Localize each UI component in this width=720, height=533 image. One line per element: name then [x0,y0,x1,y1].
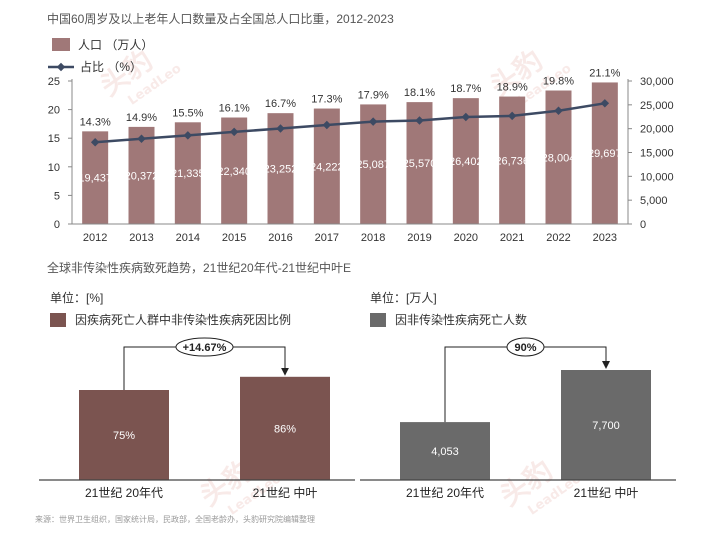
line-value-label: 14.9% [126,112,157,124]
y-right-tick-label: 5,000 [640,195,668,207]
legend-line: 占比 （%） [47,58,142,75]
x-tick-label: 2012 [83,232,107,244]
x-tick-label: 2021 [500,232,524,244]
bar-value-label: 4,053 [431,446,459,458]
bar-value-label: 75% [113,430,135,442]
line-value-label: 18.1% [404,87,435,99]
y-right-tick-label: 10,000 [640,171,674,183]
line-point [90,137,100,147]
x-tick-label: 2022 [546,232,570,244]
bar-value-label: 7,700 [592,420,620,432]
x-tick-label: 2016 [268,232,292,244]
line-value-label: 18.7% [450,83,481,95]
right-legend: 因非传染性疾病死亡人数 [370,311,527,328]
right-legend-label: 因非传染性疾病死亡人数 [395,313,528,327]
line-point [322,120,332,130]
line-value-label: 14.3% [80,116,111,128]
x-tick-label: 2014 [176,232,200,244]
bar-value-label: 25,570 [403,158,437,170]
top-chart-title: 中国60周岁及以上老年人口数量及占全国总人口比重，2012-2023 [47,12,394,26]
x-tick-label: 2018 [361,232,385,244]
line-value-label: 18.9% [497,82,528,94]
bar-value-label: 20,372 [125,170,159,182]
growth-label: +14.67% [183,342,227,354]
growth-badge [506,337,545,357]
line-point [276,124,285,133]
line-point [368,117,378,126]
source-note: 来源：世界卫生组织，国家统计局，民政部，全国老龄办，头豹研究院编辑整理 [35,515,315,524]
line-value-label: 17.3% [311,94,342,106]
x-tick-label: 21世纪 中叶 [253,485,318,500]
growth-badge [175,337,234,357]
line-point [415,116,424,125]
bar-value-label: 26,736 [495,155,529,167]
bar-value-label: 19,437 [78,173,112,185]
bar [128,126,155,224]
bar [240,376,330,480]
left-legend-label: 因疾病死亡人群中非传染性疾病死因比例 [75,313,292,327]
x-tick-label: 2013 [129,232,153,244]
y-right-tick-label: 25,000 [640,100,674,112]
bar-value-label: 86% [274,423,296,435]
bar-value-label: 28,004 [542,152,576,164]
x-tick-label: 2019 [407,232,431,244]
top-combo-chart: 19,437 20,372 21,335 22,340 23,252 24,222 25,0… [48,67,674,244]
legend-bar-label: 人口 （万人） [78,38,154,52]
bar [561,370,651,480]
line-point [183,131,193,140]
x-tick-label: 21世纪 20年代 [85,486,163,500]
y-left-tick-label: 20 [48,105,60,117]
bar-value-label: 23,252 [264,164,298,176]
x-tick-label: 2020 [454,232,478,244]
bar [82,131,109,224]
y-left-tick-label: 10 [48,162,60,174]
y-right-tick-label: 15,000 [640,148,674,160]
right-unit-label: 单位：[万人] [370,291,437,305]
y-right-tick-label: 30,000 [640,76,674,88]
bottom-chart-title: 全球非传染性疾病致死趋势，21世纪20年代-21世纪中叶E [47,261,352,275]
bar [79,390,169,480]
x-tick-label: 2023 [593,232,617,244]
line-value-label: 21.1% [589,67,620,79]
share-line [95,102,606,144]
bottom-charts: 75% 21世纪 20年代 86% 21世纪 中叶 +14.67% 4,053 21世纪 … [39,337,676,500]
line-value-label: 19.8% [543,76,574,88]
legend-line-marker [48,62,74,71]
line-point [137,134,146,144]
growth-label: 90% [514,342,536,354]
line-point [229,127,239,137]
bar-value-label: 24,222 [310,161,344,173]
line-point [461,112,471,122]
bar-value-label: 21,335 [171,168,205,180]
y-left-tick-label: 15 [48,133,60,145]
line-point [507,111,517,121]
bar-value-label: 26,402 [449,156,483,168]
y-right-tick-label: 20,000 [640,124,674,136]
bar-value-label: 22,340 [217,166,251,178]
bar [400,422,490,480]
left-unit-label: 单位：[%] [50,291,104,305]
line-value-label: 16.1% [219,103,250,115]
bar-value-label: 29,697 [588,148,622,160]
legend-bar-swatch [52,38,70,51]
y-left-tick-label: 25 [48,76,60,88]
x-tick-label: 21世纪 中叶 [574,485,639,500]
y-left-tick-label: 5 [54,190,60,202]
left-legend: 因疾病死亡人群中非传染性疾病死因比例 [50,311,291,328]
x-tick-label: 2017 [315,232,339,244]
x-tick-label: 21世纪 20年代 [406,486,484,500]
y-left-tick-label: 0 [54,219,60,231]
line-value-label: 15.5% [172,107,203,119]
left-legend-swatch [50,312,66,327]
line-value-label: 16.7% [265,98,296,110]
legend-line-label: 占比 （%） [80,60,143,74]
bar-value-label: 25,087 [356,159,390,171]
line-value-label: 17.9% [358,89,389,101]
legend-bar: 人口 （万人） [52,36,153,53]
x-tick-label: 2015 [222,232,246,244]
right-legend-swatch [370,312,386,327]
y-right-tick-label: 0 [640,219,646,231]
